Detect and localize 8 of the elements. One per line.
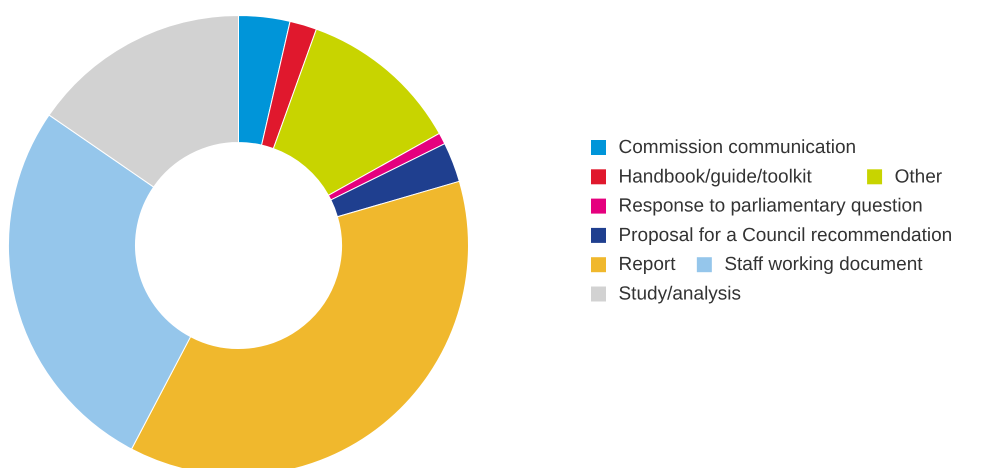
legend-label: Commission communication xyxy=(618,137,856,158)
legend-label: Study/analysis xyxy=(618,284,742,304)
legend-label: Handbook/guide/toolkit xyxy=(618,166,813,188)
legend-label: Other xyxy=(894,166,943,188)
legend-label: Response to parliamentary question xyxy=(618,196,923,217)
legend-label: Report xyxy=(618,254,676,276)
legend-label: Staff working document xyxy=(724,254,924,276)
legend-label: Proposal for a Council recommendation xyxy=(618,224,952,246)
